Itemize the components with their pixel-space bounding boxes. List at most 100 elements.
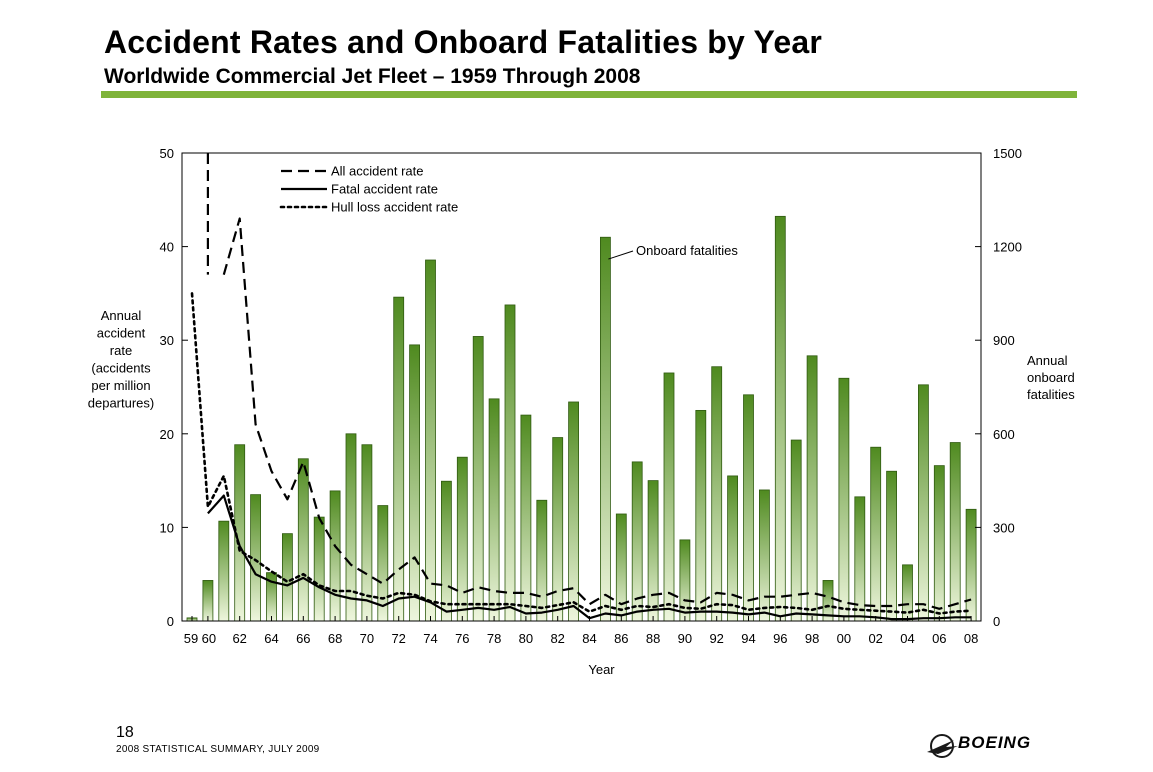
left-axis-tick-label: 50 xyxy=(160,146,174,161)
fatalities-bar-2005 xyxy=(918,384,929,622)
fatalities-bar-2007 xyxy=(949,442,961,622)
x-axis-tick-label: 92 xyxy=(709,631,723,646)
fatalities-bar-1961 xyxy=(218,520,230,622)
fatalities-bar-1976 xyxy=(456,456,468,622)
x-axis-title: Year xyxy=(588,662,615,677)
x-axis-tick-label: 00 xyxy=(837,631,851,646)
fatalities-bar-1967 xyxy=(313,516,325,622)
fatalities-bar-1992 xyxy=(711,366,723,622)
right-axis-tick-label: 900 xyxy=(993,333,1015,348)
fatalities-bar-1973 xyxy=(409,344,421,622)
right-axis-tick-label: 1500 xyxy=(993,146,1022,161)
plot-frame xyxy=(181,152,982,622)
right-axis-title-line: fatalities xyxy=(1027,387,1075,402)
x-axis-tick-label: 78 xyxy=(487,631,501,646)
left-axis-title-line: Annual xyxy=(101,308,142,323)
fatalities-bar-2006 xyxy=(933,465,945,622)
fatalities-bar-1996 xyxy=(774,215,786,622)
fatalities-bar-1979 xyxy=(504,304,516,622)
left-axis-title-line: rate xyxy=(110,343,132,358)
fatalities-bar-1998 xyxy=(806,355,818,622)
right-axis-tick-label: 600 xyxy=(993,427,1015,442)
left-axis-title-line: (accidents xyxy=(91,361,151,376)
boeing-logo xyxy=(927,734,958,758)
fatalities-bar-1966 xyxy=(297,458,309,622)
x-axis-tick-label: 02 xyxy=(868,631,882,646)
legend-label: Fatal accident rate xyxy=(331,182,438,197)
fatalities-bar-1977 xyxy=(472,336,484,622)
x-axis-tick-label: 84 xyxy=(582,631,596,646)
fatalities-bar-2008 xyxy=(965,508,977,622)
page-title: Accident Rates and Onboard Fatalities by… xyxy=(104,24,822,60)
x-axis-tick-label: 76 xyxy=(455,631,469,646)
x-axis-tick-label: 06 xyxy=(932,631,946,646)
x-axis-tick-label: 98 xyxy=(805,631,819,646)
x-axis-tick-label: 04 xyxy=(900,631,914,646)
x-axis-tick-label: 68 xyxy=(328,631,342,646)
left-axis-title-line: accident xyxy=(97,326,146,341)
boeing-logo-circle-icon xyxy=(930,734,954,758)
x-axis-tick-label: 59 xyxy=(184,631,198,646)
publication-note: 2008 STATISTICAL SUMMARY, JULY 2009 xyxy=(116,744,320,755)
annotation-onboard-fatalities: Onboard fatalities xyxy=(636,243,738,258)
x-axis-tick-label: 72 xyxy=(391,631,405,646)
page-subtitle: Worldwide Commercial Jet Fleet – 1959 Th… xyxy=(104,65,641,88)
right-axis-tick-label: 1200 xyxy=(993,240,1022,255)
left-axis-tick-label: 20 xyxy=(160,427,174,442)
fatalities-bar-2000 xyxy=(838,377,850,622)
boeing-logo-wing-icon xyxy=(927,740,958,754)
right-axis-title-line: Annual xyxy=(1027,353,1068,368)
annotation-leader-line xyxy=(608,250,634,260)
fatalities-bar-1978 xyxy=(488,398,500,622)
x-axis-tick-label: 60 xyxy=(202,631,216,646)
fatalities-bar-1991 xyxy=(695,409,707,622)
x-axis-tick-label: 90 xyxy=(678,631,692,646)
right-axis-title-line: onboard xyxy=(1027,370,1075,385)
fatalities-bar-1995 xyxy=(759,489,770,622)
fatalities-bar-1974 xyxy=(425,259,436,622)
left-axis-tick-label: 10 xyxy=(160,520,174,535)
legend-label: All accident rate xyxy=(331,164,424,179)
x-axis-tick-label: 66 xyxy=(296,631,310,646)
fatalities-bar-2001 xyxy=(854,496,866,622)
fatalities-bar-1972 xyxy=(393,296,405,622)
fatalities-bar-1980 xyxy=(520,414,532,622)
fatalities-bar-1982 xyxy=(552,437,564,622)
fatalities-bar-1993 xyxy=(727,475,738,622)
title-divider xyxy=(101,91,1077,98)
fatalities-bar-1989 xyxy=(663,372,675,622)
fatalities-bar-1960 xyxy=(202,580,214,622)
x-axis-tick-label: 74 xyxy=(423,631,437,646)
boeing-logo-text: BOEING xyxy=(958,733,1032,752)
x-axis-tick-label: 96 xyxy=(773,631,787,646)
x-axis-tick-label: 80 xyxy=(519,631,533,646)
x-axis-tick-label: 86 xyxy=(614,631,628,646)
fatal-accident-rate-line xyxy=(207,494,972,621)
right-axis-tick-label: 300 xyxy=(993,520,1015,535)
x-axis-tick-label: 70 xyxy=(360,631,374,646)
legend-label: Hull loss accident rate xyxy=(331,200,458,215)
all-accident-rate-line xyxy=(222,217,972,610)
left-axis-title-line: per million xyxy=(91,378,150,393)
fatalities-bar-1975 xyxy=(440,480,452,622)
fatalities-bar-1985 xyxy=(600,236,611,622)
left-axis-tick-label: 30 xyxy=(160,333,174,348)
left-axis-title-line: departures) xyxy=(88,396,154,411)
fatalities-bar-1988 xyxy=(647,480,659,622)
x-axis-tick-label: 94 xyxy=(741,631,755,646)
x-axis-tick-label: 88 xyxy=(646,631,660,646)
right-axis-tick-label: 0 xyxy=(993,614,1000,629)
fatalities-bar-1994 xyxy=(743,394,754,622)
x-axis-tick-label: 62 xyxy=(232,631,246,646)
page-number: 18 xyxy=(116,724,134,741)
x-axis-tick-label: 08 xyxy=(964,631,978,646)
fatalities-bar-2003 xyxy=(886,470,897,622)
hull-loss-accident-rate-line xyxy=(190,292,973,615)
x-axis-tick-label: 64 xyxy=(264,631,278,646)
fatalities-bar-1965 xyxy=(281,533,293,622)
x-axis-tick-label: 82 xyxy=(550,631,564,646)
fatalities-bar-2002 xyxy=(870,446,882,622)
fatalities-bar-1981 xyxy=(536,499,548,622)
left-axis-tick-label: 40 xyxy=(160,240,174,255)
